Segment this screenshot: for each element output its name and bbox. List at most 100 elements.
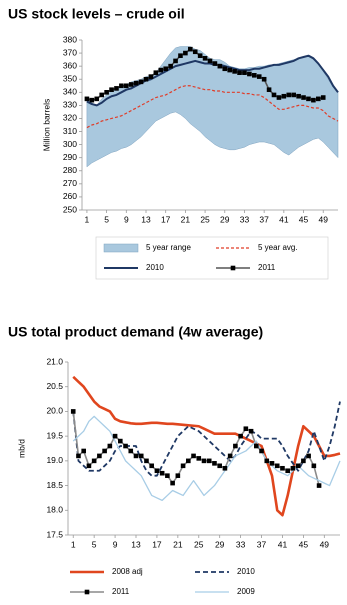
x-tick-label: 13 xyxy=(141,214,151,224)
point-marker xyxy=(188,46,193,52)
legend-label: 2009 xyxy=(237,587,255,596)
point-marker xyxy=(173,58,178,64)
x-tick-label: 5 xyxy=(104,214,109,224)
point-marker xyxy=(97,453,102,459)
y-tick-label: 18.5 xyxy=(46,480,63,490)
y-tick-label: 18.0 xyxy=(46,505,63,515)
point-marker xyxy=(133,80,139,86)
series-line xyxy=(72,411,320,486)
point-marker xyxy=(254,443,259,449)
y-tick-label: 310 xyxy=(63,126,77,136)
point-marker xyxy=(296,93,301,99)
x-tick-label: 29 xyxy=(215,539,225,549)
y-tick-label: 20.5 xyxy=(46,381,63,391)
point-marker xyxy=(183,50,188,56)
legend-label: 2008 adj xyxy=(112,567,143,576)
legend-label: 5 year range xyxy=(146,243,191,252)
y-tick-label: 260 xyxy=(63,191,77,201)
x-tick-label: 1 xyxy=(85,214,90,224)
x-tick-label: 9 xyxy=(124,214,129,224)
point-marker xyxy=(248,428,254,434)
point-marker xyxy=(178,53,183,58)
point-marker xyxy=(118,438,123,444)
point-marker xyxy=(91,458,97,464)
point-marker xyxy=(175,473,181,478)
x-tick-label: 29 xyxy=(220,214,230,224)
x-tick-label: 37 xyxy=(259,214,269,224)
point-marker xyxy=(232,69,237,74)
point-marker xyxy=(81,448,86,454)
x-tick-label: 25 xyxy=(194,539,204,549)
point-marker xyxy=(112,433,118,439)
x-tick-label: 41 xyxy=(278,539,288,549)
x-tick-label: 17 xyxy=(152,539,162,549)
x-tick-label: 41 xyxy=(279,214,289,224)
point-marker xyxy=(191,453,196,459)
point-marker xyxy=(99,92,104,98)
point-marker xyxy=(301,458,306,464)
point-marker xyxy=(238,433,243,439)
chart-title: US stock levels – crude oil xyxy=(8,6,185,22)
point-marker xyxy=(217,463,222,469)
point-marker xyxy=(159,470,165,476)
point-marker xyxy=(227,453,233,459)
point-marker xyxy=(237,70,242,75)
point-marker xyxy=(252,73,257,78)
y-tick-label: 350 xyxy=(63,73,77,83)
legend-label: 2010 xyxy=(237,567,255,576)
x-tick-label: 45 xyxy=(299,214,309,224)
point-marker xyxy=(259,448,264,454)
point-marker xyxy=(138,79,144,85)
legend-label: 2011 xyxy=(112,587,130,596)
series-line xyxy=(86,85,339,129)
x-tick-label: 17 xyxy=(161,214,171,224)
x-tick-label: 21 xyxy=(181,214,191,224)
point-marker xyxy=(138,453,144,459)
point-marker xyxy=(222,66,228,72)
point-marker xyxy=(168,63,173,69)
legend-label: 2010 xyxy=(146,263,164,272)
series-line xyxy=(72,401,341,477)
point-marker xyxy=(163,66,168,72)
point-marker xyxy=(217,63,223,69)
point-marker xyxy=(290,465,296,471)
point-marker xyxy=(104,90,109,95)
series-line xyxy=(72,375,341,517)
point-marker xyxy=(201,458,207,464)
y-tick-label: 20.0 xyxy=(46,406,63,416)
x-tick-label: 13 xyxy=(131,539,141,549)
point-marker xyxy=(196,456,202,461)
legend-swatch xyxy=(103,243,139,253)
point-marker xyxy=(274,463,280,469)
point-marker xyxy=(261,76,267,82)
point-marker xyxy=(192,49,198,55)
y-tick-label: 19.5 xyxy=(46,430,63,440)
point-marker xyxy=(285,468,290,474)
point-marker xyxy=(76,453,81,459)
point-marker xyxy=(144,458,149,464)
point-marker xyxy=(306,96,311,102)
x-tick-label: 21 xyxy=(173,539,183,549)
x-tick-label: 9 xyxy=(113,539,118,549)
point-marker xyxy=(291,92,296,98)
y-tick-label: 290 xyxy=(63,152,77,162)
y-tick-label: 320 xyxy=(63,113,77,123)
point-marker xyxy=(114,86,119,91)
y-tick-label: 19.0 xyxy=(46,455,63,465)
point-marker xyxy=(206,458,212,464)
point-marker xyxy=(295,463,301,469)
y-tick-label: 300 xyxy=(63,139,77,149)
point-marker xyxy=(222,465,228,471)
point-marker xyxy=(119,83,124,89)
point-marker xyxy=(197,53,203,58)
legend-marker xyxy=(230,265,236,271)
point-marker xyxy=(128,82,134,87)
point-marker xyxy=(264,458,270,464)
point-marker xyxy=(84,96,90,102)
point-marker xyxy=(186,458,191,464)
point-marker xyxy=(143,76,149,82)
point-marker xyxy=(276,95,282,100)
point-marker xyxy=(311,97,316,103)
